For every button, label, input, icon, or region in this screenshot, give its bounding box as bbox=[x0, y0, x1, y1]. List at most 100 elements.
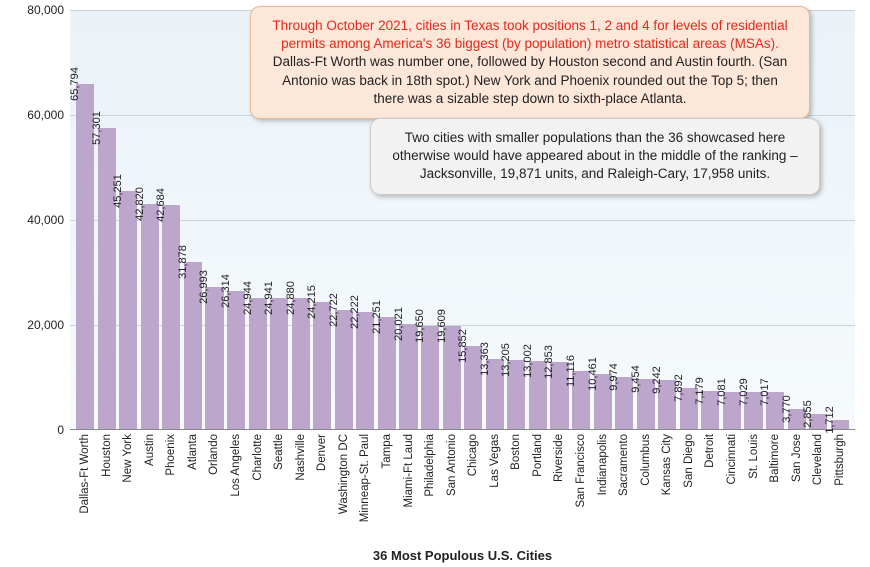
bar-value-label: 26,993 bbox=[198, 270, 210, 304]
callout-secondary: Two cities with smaller populations than… bbox=[370, 118, 820, 195]
x-category-label: Baltimore bbox=[769, 434, 781, 483]
x-label-column: Houston bbox=[98, 430, 116, 545]
x-label-column: Washington DC bbox=[335, 430, 353, 545]
bar-value-label: 9,454 bbox=[630, 366, 642, 394]
x-category-label: Philadelphia bbox=[424, 434, 436, 497]
x-label-column: Cincinnati bbox=[723, 430, 741, 545]
bar-column: 42,684 bbox=[162, 10, 180, 429]
y-tick-label: 20,000 bbox=[4, 318, 64, 332]
bar-value-label: 9,974 bbox=[608, 363, 620, 391]
x-label-column: Tampa bbox=[378, 430, 396, 545]
bar-value-label: 21,251 bbox=[371, 301, 383, 335]
x-label-column: Charlotte bbox=[249, 430, 267, 545]
x-label-column: New York bbox=[119, 430, 137, 545]
x-category-label: Minneap-St. Paul bbox=[359, 434, 371, 522]
y-tick-label: 80,000 bbox=[4, 3, 64, 17]
bar-value-label: 13,002 bbox=[522, 344, 534, 378]
x-label-column: Las Vegas bbox=[486, 430, 504, 545]
x-category-label: Denver bbox=[316, 434, 328, 471]
y-axis-ticks: 020,00040,00060,00080,000 bbox=[0, 10, 70, 430]
x-label-column: Pittsburgh bbox=[831, 430, 849, 545]
x-category-label: St. Louis bbox=[748, 434, 760, 479]
bar-value-label: 31,878 bbox=[177, 245, 189, 279]
bar: 24,941 bbox=[270, 298, 288, 429]
bar-value-label: 19,609 bbox=[436, 309, 448, 343]
x-category-label: Houston bbox=[101, 434, 113, 477]
bar: 26,993 bbox=[205, 287, 223, 429]
x-category-label: Boston bbox=[510, 434, 522, 470]
bar-value-label: 7,179 bbox=[694, 378, 706, 406]
bar: 45,251 bbox=[119, 191, 137, 429]
x-label-column: Baltimore bbox=[766, 430, 784, 545]
x-category-label: Dallas-Ft Worth bbox=[79, 434, 91, 514]
y-tick-label: 60,000 bbox=[4, 108, 64, 122]
x-category-label: San Jose bbox=[791, 434, 803, 482]
bar-value-label: 65,794 bbox=[69, 67, 81, 101]
x-label-column: Boston bbox=[507, 430, 525, 545]
x-label-column: Miami-Ft Laud bbox=[399, 430, 417, 545]
x-category-label: Austin bbox=[144, 434, 156, 466]
bar-value-label: 24,215 bbox=[306, 285, 318, 319]
x-category-label: New York bbox=[122, 434, 134, 483]
x-category-label: Detroit bbox=[704, 434, 716, 468]
x-category-label: Charlotte bbox=[252, 434, 264, 481]
bar-column: 31,878 bbox=[184, 10, 202, 429]
x-label-column: Austin bbox=[141, 430, 159, 545]
x-category-label: Los Angeles bbox=[230, 434, 242, 497]
x-label-column: Los Angeles bbox=[227, 430, 245, 545]
x-category-label: Las Vegas bbox=[489, 434, 501, 488]
bar-value-label: 24,941 bbox=[263, 281, 275, 315]
bar-value-label: 15,852 bbox=[457, 329, 469, 363]
bar-value-label: 2,855 bbox=[802, 400, 814, 428]
x-category-label: Miami-Ft Laud bbox=[403, 434, 415, 508]
bar-value-label: 12,853 bbox=[543, 345, 555, 379]
x-category-label: Riverside bbox=[553, 434, 565, 482]
x-category-label: Chicago bbox=[467, 434, 479, 476]
bar-value-label: 3,770 bbox=[781, 395, 793, 423]
x-label-column: Kansas City bbox=[658, 430, 676, 545]
x-category-label: San Francisco bbox=[575, 434, 587, 508]
bar-value-label: 13,363 bbox=[479, 342, 491, 376]
x-label-column: Nashville bbox=[292, 430, 310, 545]
bar-value-label: 7,029 bbox=[738, 378, 750, 406]
x-axis-label: 36 Most Populous U.S. Cities bbox=[70, 548, 855, 563]
bar-column: 26,993 bbox=[205, 10, 223, 429]
x-category-label: Cleveland bbox=[812, 434, 824, 485]
x-category-label: Cincinnati bbox=[726, 434, 738, 485]
x-category-label: Columbus bbox=[640, 434, 652, 486]
bar-value-label: 19,650 bbox=[414, 309, 426, 343]
x-category-label: Washington DC bbox=[338, 434, 350, 514]
x-label-column: Detroit bbox=[701, 430, 719, 545]
x-label-column: Philadelphia bbox=[421, 430, 439, 545]
callout-primary: Through October 2021, cities in Texas to… bbox=[250, 6, 810, 119]
bar-value-label: 22,722 bbox=[328, 293, 340, 327]
x-category-label: Atlanta bbox=[187, 434, 199, 470]
x-category-label: Kansas City bbox=[661, 434, 673, 495]
x-category-label: Tampa bbox=[381, 434, 393, 469]
y-tick-label: 40,000 bbox=[4, 213, 64, 227]
x-category-label: San Antonio bbox=[446, 434, 458, 496]
callout-primary-rest: Dallas-Ft Worth was number one, followed… bbox=[273, 54, 788, 105]
bar-column: 2,855 bbox=[809, 10, 827, 429]
x-label-column: San Francisco bbox=[572, 430, 590, 545]
x-category-label: Sacramento bbox=[618, 434, 630, 496]
x-label-column: Denver bbox=[313, 430, 331, 545]
x-label-column: Dallas-Ft Worth bbox=[76, 430, 94, 545]
x-label-column: Atlanta bbox=[184, 430, 202, 545]
x-category-label: Indianapolis bbox=[597, 434, 609, 495]
x-category-label: Seattle bbox=[273, 434, 285, 470]
bar-value-label: 42,820 bbox=[134, 187, 146, 221]
bar-value-label: 22,222 bbox=[349, 296, 361, 330]
x-label-column: San Antonio bbox=[443, 430, 461, 545]
x-label-column: San Diego bbox=[680, 430, 698, 545]
bar-value-label: 20,021 bbox=[393, 307, 405, 341]
x-axis-categories: Dallas-Ft Worth Houston New York Austin Phoe… bbox=[70, 430, 855, 545]
x-category-label: Phoenix bbox=[165, 434, 177, 476]
bar: 24,944 bbox=[249, 298, 267, 429]
x-label-column: Riverside bbox=[550, 430, 568, 545]
bar-value-label: 42,684 bbox=[155, 188, 167, 222]
bar-value-label: 11,116 bbox=[565, 355, 577, 387]
bar-value-label: 13,205 bbox=[500, 343, 512, 377]
bar: 42,684 bbox=[162, 205, 180, 429]
x-label-column: Chicago bbox=[464, 430, 482, 545]
